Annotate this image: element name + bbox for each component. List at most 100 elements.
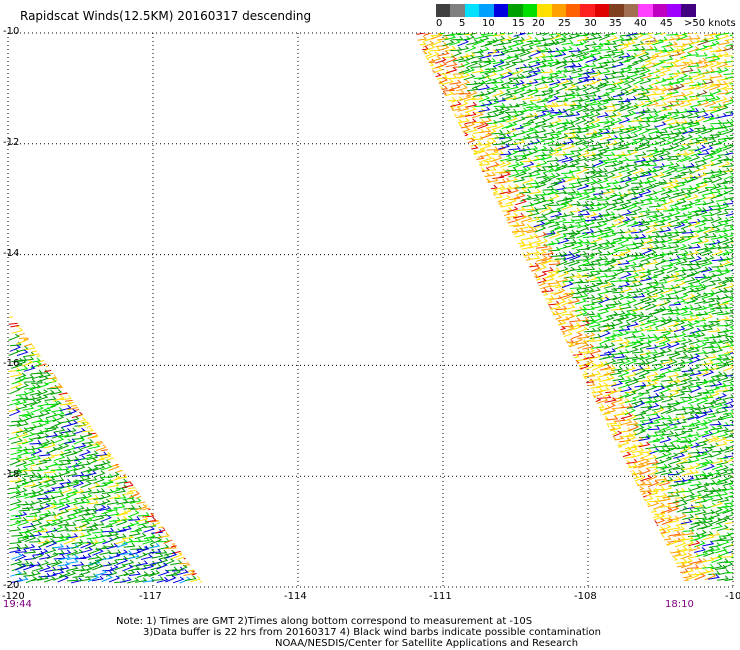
wind-barb xyxy=(428,51,440,59)
wind-barb xyxy=(476,315,489,323)
wind-barb xyxy=(637,89,650,95)
wind-barb xyxy=(648,425,661,431)
wind-barb xyxy=(442,221,454,229)
wind-barb xyxy=(442,572,454,580)
legend-swatch xyxy=(652,4,667,17)
wind-barb xyxy=(710,371,723,378)
legend-swatch xyxy=(565,4,581,17)
wind-barb xyxy=(549,357,562,365)
wind-barb xyxy=(590,451,602,459)
wind-barb xyxy=(646,100,659,107)
wind-barb xyxy=(449,332,462,337)
wind-barb xyxy=(520,480,533,488)
wind-barb xyxy=(612,36,625,43)
wind-barb xyxy=(499,548,512,554)
wind-barb xyxy=(548,508,561,515)
wind-barb xyxy=(604,397,617,403)
wind-barb xyxy=(560,454,573,461)
wind-barb xyxy=(556,337,568,344)
wind-barb xyxy=(694,207,707,213)
wind-barb xyxy=(470,407,483,414)
wind-barb xyxy=(162,312,175,319)
wind-barb xyxy=(520,284,533,290)
wind-barb xyxy=(428,249,441,255)
wind-barb xyxy=(631,365,644,372)
wind-barb xyxy=(464,349,477,356)
wind-barb xyxy=(724,316,733,322)
wind-barb xyxy=(466,230,478,238)
wind-barb xyxy=(682,475,695,483)
wind-barb xyxy=(666,62,678,70)
wind-barb xyxy=(472,444,485,449)
wind-barb xyxy=(441,78,454,85)
wind-barb xyxy=(701,518,714,525)
wind-barb xyxy=(647,149,659,157)
wind-barb xyxy=(512,540,525,547)
wind-barb xyxy=(494,281,506,289)
wind-barb xyxy=(723,232,733,239)
wind-barb xyxy=(717,89,730,95)
wind-barb xyxy=(51,339,64,345)
wind-barb xyxy=(499,116,512,122)
wind-barb xyxy=(436,573,449,580)
wind-barb xyxy=(626,501,639,509)
wind-barb xyxy=(709,487,723,493)
wind-barb xyxy=(556,437,569,443)
wind-barb xyxy=(604,524,617,531)
wind-barb xyxy=(478,258,491,266)
wind-barb xyxy=(702,540,715,547)
wind-barb xyxy=(564,500,577,508)
wind-barb xyxy=(555,73,568,79)
wind-barb xyxy=(442,124,455,131)
wind-barb xyxy=(415,67,427,75)
wind-barb xyxy=(177,355,190,361)
wind-barb xyxy=(613,243,626,251)
wind-barb xyxy=(658,150,671,157)
wind-barb xyxy=(583,80,596,86)
wind-barb xyxy=(575,51,588,58)
wind-barb xyxy=(606,46,619,53)
wind-barb xyxy=(507,344,520,350)
wind-barb xyxy=(550,225,562,232)
wind-barb xyxy=(654,421,667,427)
wind-barb xyxy=(442,416,455,422)
wind-barb xyxy=(571,430,584,437)
wind-barb xyxy=(477,457,490,464)
wind-barb xyxy=(471,81,484,90)
wind-barb xyxy=(157,311,170,317)
wind-barb xyxy=(520,446,533,453)
wind-barb xyxy=(197,344,207,351)
wind-barb xyxy=(514,254,527,261)
wind-barb xyxy=(653,431,666,437)
wind-barb xyxy=(147,361,160,369)
wind-barb xyxy=(464,223,477,228)
wind-barb xyxy=(646,558,659,565)
wind-barb xyxy=(484,68,497,75)
wind-barb xyxy=(436,366,449,372)
wind-barb xyxy=(498,277,510,285)
wind-barb xyxy=(666,178,679,184)
wind-barb xyxy=(487,256,499,263)
wind-barb xyxy=(602,390,615,398)
wind-barb xyxy=(595,204,608,211)
wind-barb xyxy=(604,436,617,442)
wind-barb xyxy=(436,330,449,338)
wind-barb xyxy=(106,328,118,336)
wind-barb xyxy=(92,362,105,368)
wind-barb xyxy=(603,568,616,576)
wind-barb xyxy=(438,530,451,535)
wind-barb xyxy=(618,182,630,191)
wind-barb xyxy=(688,319,700,327)
wind-barb xyxy=(540,449,553,454)
wind-barb xyxy=(536,313,548,321)
wind-barb xyxy=(659,414,672,420)
wind-barb xyxy=(498,434,510,443)
wind-barb xyxy=(452,129,465,136)
wind-barb xyxy=(555,362,567,371)
wind-barb xyxy=(560,411,573,420)
wind-barb xyxy=(550,51,563,58)
wind-barb xyxy=(570,392,583,398)
wind-barb xyxy=(543,559,556,565)
wind-barb xyxy=(513,176,526,183)
wind-barb xyxy=(662,145,675,151)
